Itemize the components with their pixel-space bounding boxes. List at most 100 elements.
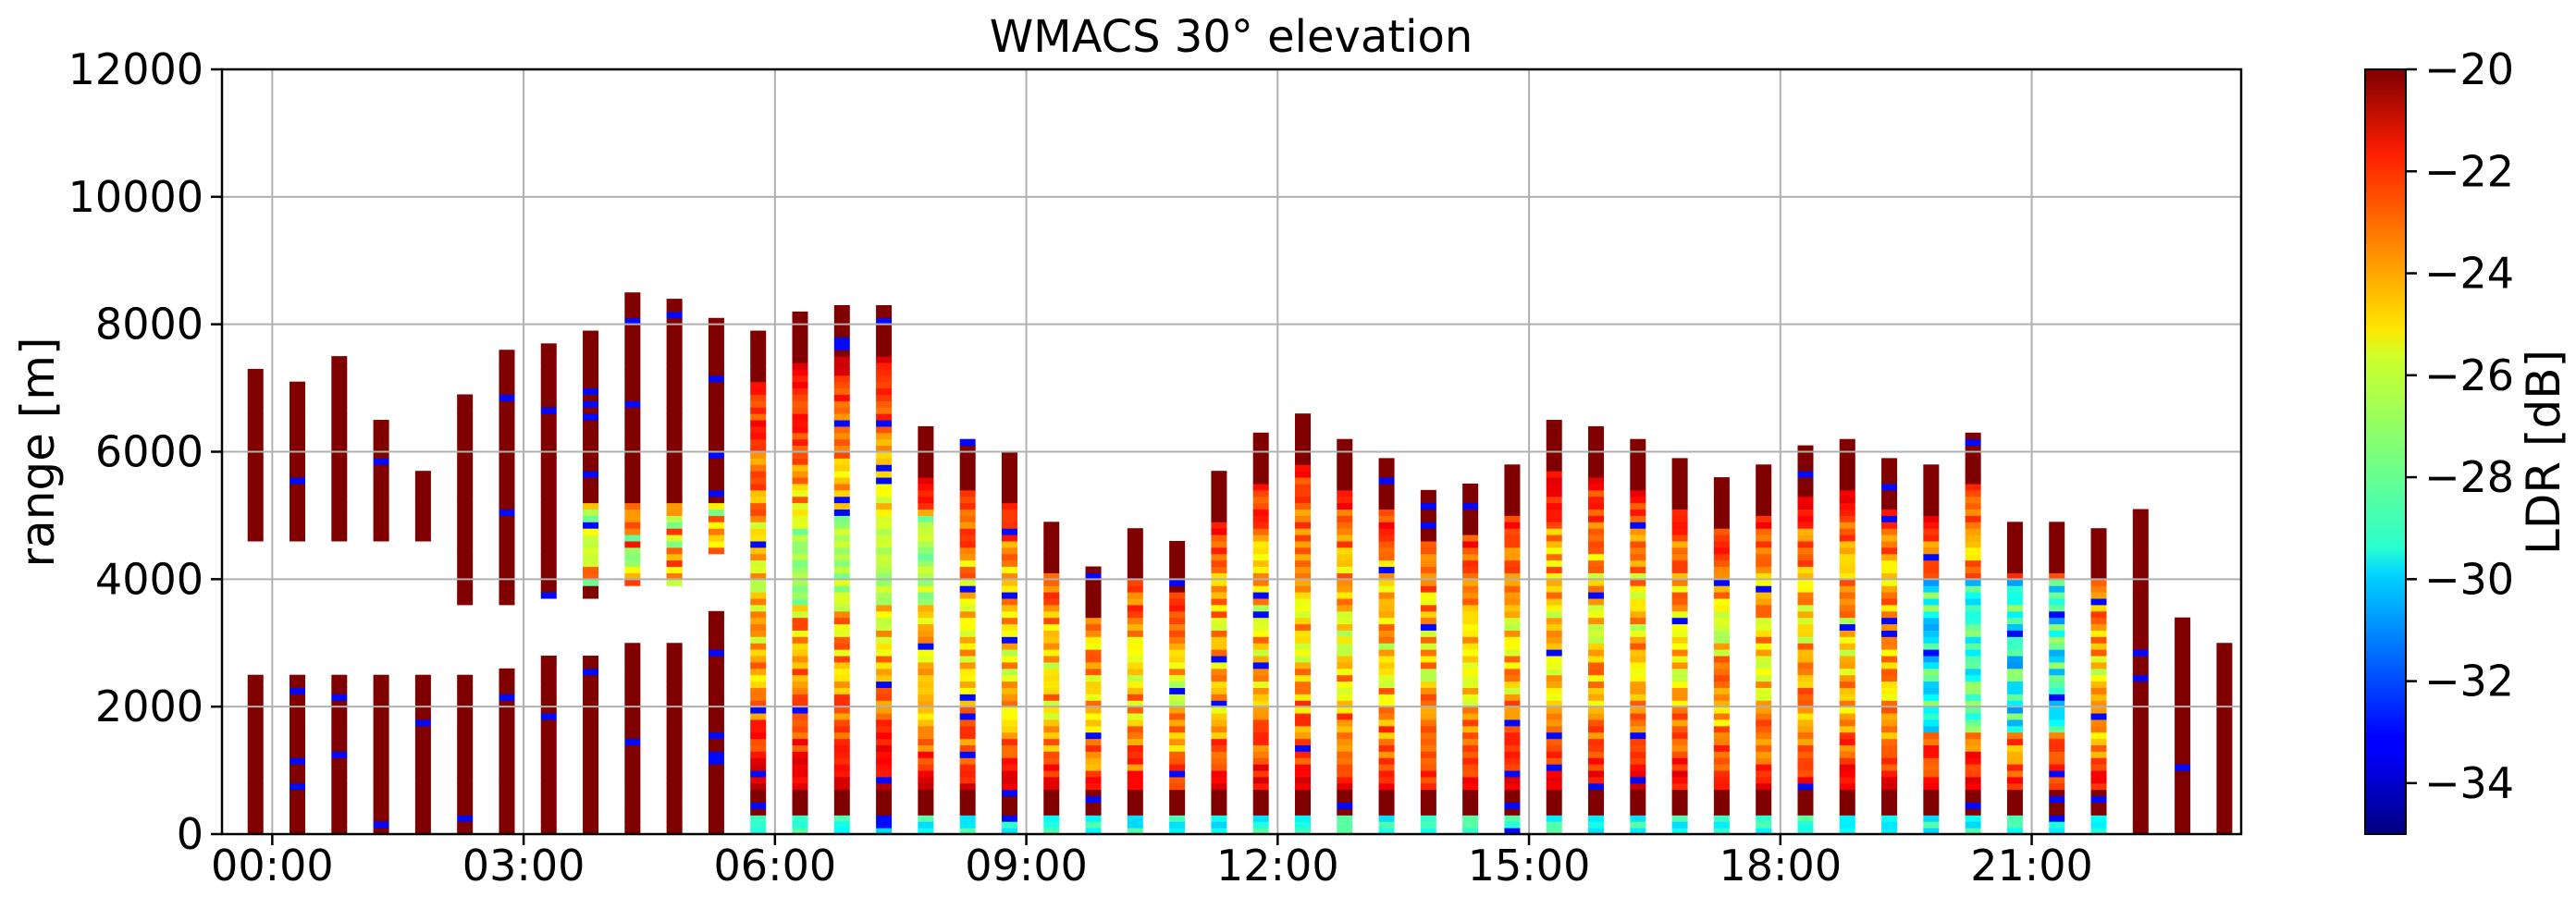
heatmap-cell [666,643,683,650]
heatmap-cell [833,394,850,401]
heatmap-cell [1211,687,1227,694]
heatmap-cell [918,477,934,485]
heatmap-cell [1797,515,1814,522]
heatmap-cell [792,585,808,593]
heatmap-cell [1965,674,1981,682]
heatmap-cell [290,789,306,797]
heatmap-cell [373,471,389,478]
heatmap-cell [1211,585,1227,593]
heatmap-cell [918,725,934,733]
heatmap-cell [2216,694,2233,701]
heatmap-cell [2132,668,2149,676]
heatmap-cell [2132,566,2149,573]
heatmap-cell [792,515,808,522]
heatmap-cell [792,337,808,344]
heatmap-cell [1043,623,1060,631]
heatmap-cell [1169,592,1186,599]
heatmap-cell [792,413,808,421]
heatmap-cell [1462,592,1479,599]
heatmap-cell [1797,572,1814,580]
heatmap-cell [1337,808,1353,816]
heatmap-cell [1169,547,1186,555]
heatmap-cell [414,757,431,765]
heatmap-cell [499,598,515,606]
heatmap-cell [457,458,474,465]
heatmap-cell [1504,694,1521,701]
heatmap-cell [792,789,808,797]
heatmap-cell [792,489,808,497]
scan-column [2175,617,2191,834]
heatmap-cell [1588,764,1605,771]
heatmap-cell [876,617,893,625]
heatmap-cell [918,547,934,555]
heatmap-cell [1546,483,1562,491]
heatmap-cell [1881,630,1898,637]
heatmap-cell [1671,649,1688,657]
heatmap-cell [583,387,599,395]
heatmap-cell [792,592,808,599]
heatmap-cell [1001,464,1017,472]
heatmap-cell [1923,572,1940,580]
heatmap-cell [373,477,389,485]
heatmap-cell [1252,719,1269,727]
heatmap-cell [1043,700,1060,707]
heatmap-cell [1671,522,1688,529]
heatmap-cell [959,547,976,555]
heatmap-cell [1588,731,1605,740]
heatmap-cell [750,617,767,625]
heatmap-cell [918,458,934,465]
heatmap-cell [1211,802,1227,809]
heatmap-cell [1294,617,1311,625]
heatmap-cell [1965,617,1981,625]
heatmap-cell [457,547,474,555]
heatmap-cell [2006,643,2023,650]
heatmap-cell [2132,681,2149,688]
heatmap-cell [331,719,348,727]
heatmap-cell [499,795,515,804]
heatmap-cell [1378,643,1395,650]
heatmap-cell [1671,598,1688,606]
heatmap-cell [2132,719,2149,727]
heatmap-cell [1504,719,1521,727]
heatmap-cell [1588,821,1605,829]
heatmap-cell [1546,585,1562,593]
heatmap-cell [457,489,474,497]
heatmap-cell [1588,559,1605,568]
heatmap-cell [499,579,515,586]
heatmap-cell [1965,668,1981,676]
heatmap-cell [918,649,934,657]
heatmap-cell [750,464,767,472]
heatmap-cell [499,496,515,504]
heatmap-cell [833,304,850,313]
heatmap-cell [1462,694,1479,701]
heatmap-cell [331,751,348,758]
heatmap-cell [1504,579,1521,586]
heatmap-cell [624,656,641,663]
heatmap-cell [750,795,767,804]
heatmap-cell [959,795,976,804]
heatmap-cell [1965,661,1981,669]
heatmap-cell [373,815,389,822]
heatmap-cell [2132,789,2149,797]
heatmap-cell [457,719,474,727]
heatmap-cell [1756,815,1772,822]
heatmap-cell [1546,604,1562,612]
heatmap-cell [1797,828,1814,834]
heatmap-cell [2049,770,2065,778]
heatmap-cell [2006,789,2023,797]
heatmap-cell [1252,515,1269,522]
heatmap-cell [1462,713,1479,720]
heatmap-cell [750,451,767,459]
heatmap-cell [1001,656,1017,663]
heatmap-cell [1797,489,1814,497]
heatmap-cell [2006,782,2023,791]
heatmap-cell [918,540,934,548]
heatmap-cell [833,592,850,599]
heatmap-cell [876,559,893,568]
heatmap-cell [876,802,893,809]
heatmap-cell [2090,770,2107,778]
heatmap-cell [1797,643,1814,650]
heatmap-cell [1839,815,1855,822]
heatmap-cell [540,522,557,529]
heatmap-cell [2006,821,2023,829]
